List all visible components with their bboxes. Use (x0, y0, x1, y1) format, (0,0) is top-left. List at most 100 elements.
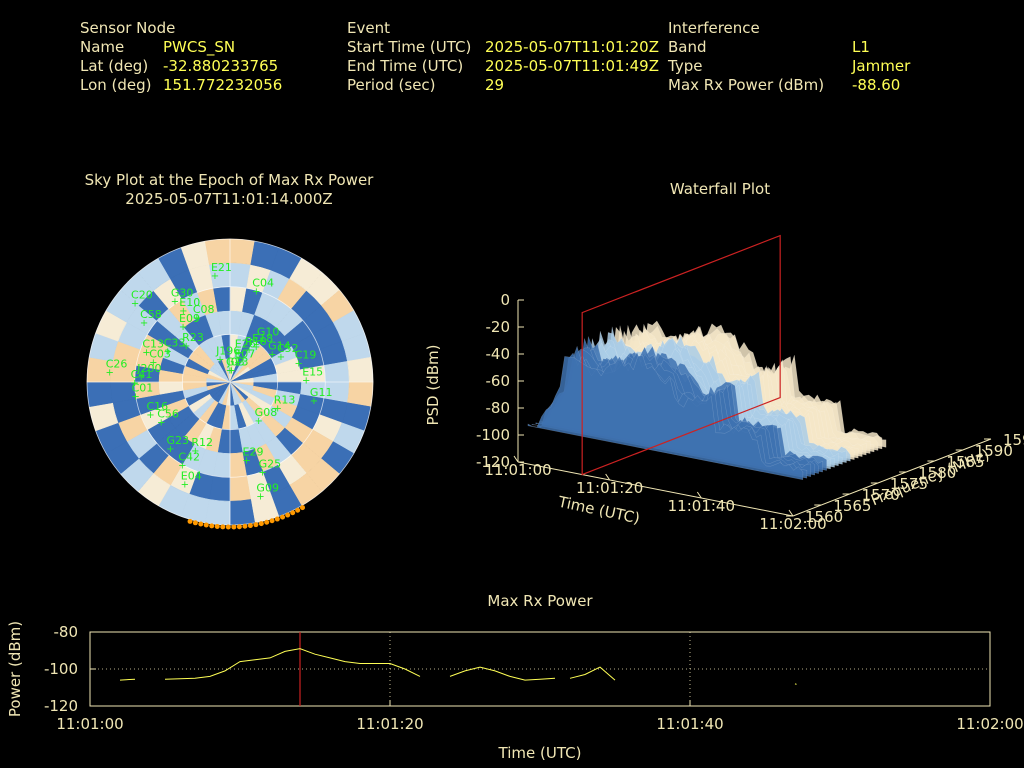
time-tick-label: 11:01:40 (668, 497, 735, 515)
frequency-axis (792, 438, 992, 517)
sky-edge-point (274, 516, 280, 522)
time-tick-label: 11:01:20 (576, 479, 643, 497)
frequency-tick-label: 1585 (946, 453, 984, 471)
x-tick-label: 11:01:20 (356, 715, 423, 733)
sky-edge-point (253, 522, 259, 528)
sky-edge-point (269, 518, 275, 524)
satellite-marker: + (171, 296, 179, 307)
period-value: 29 (485, 76, 505, 94)
satellite-marker: + (302, 375, 310, 386)
satellite-marker: + (252, 286, 260, 297)
period-label: Period (sec) (347, 76, 436, 94)
sky-edge-point (258, 521, 264, 527)
max-rx-power-line (164, 648, 421, 680)
satellite-label: R13 (274, 393, 296, 406)
sky-edge-point (236, 524, 242, 530)
satellite-label: C20 (131, 288, 153, 301)
sensor-node-heading: Sensor Node (80, 19, 176, 37)
y-tick-label: -100 (44, 660, 78, 678)
y-tick-label: -120 (44, 697, 78, 715)
time-tick (696, 491, 702, 499)
satellite-marker: + (179, 322, 187, 333)
satellite-label: C56 (157, 408, 179, 421)
satellite-label: J03 (227, 355, 245, 368)
start-time-label: Start Time (UTC) (347, 38, 472, 56)
satellite-label: E18 (252, 332, 273, 345)
sky-edge-point (187, 518, 193, 524)
sky-edge-point (198, 521, 204, 527)
satellite-marker: + (258, 468, 266, 479)
psd-tick-label: 0 (500, 291, 510, 309)
sky-edge-point (247, 523, 253, 529)
satellite-label: E09 (179, 312, 200, 325)
waterfall-epoch-marker (581, 234, 781, 476)
frequency-tick-label: 1580 (918, 464, 956, 482)
time-tick-label: 11:01:00 (484, 461, 551, 479)
sky-edge-point (295, 507, 301, 513)
psd-tick-label: -20 (486, 318, 511, 336)
satellite-marker: + (234, 357, 242, 368)
satellite-label: C42 (178, 451, 200, 464)
satellite-label: G11 (310, 386, 333, 399)
satellite-marker: + (310, 396, 318, 407)
psd-tick-label: -80 (486, 399, 511, 417)
satellite-label: G23 (166, 434, 189, 447)
satellite-label: G10 (257, 326, 280, 339)
satellite-label: E29 (243, 446, 264, 459)
satellite-label: C16 (146, 400, 168, 413)
satellite-label: C04 (252, 276, 274, 289)
satellite-marker: + (131, 298, 139, 309)
satellite-label: R10 (245, 335, 267, 348)
satellite-marker: + (181, 480, 189, 491)
satellite-marker: + (106, 367, 114, 378)
satellite-marker: + (226, 365, 234, 376)
satellite-label: E15 (302, 365, 323, 378)
max-rx-power-line (449, 666, 556, 681)
psd-tick-label: -100 (476, 426, 510, 444)
y-axis-title: Power (dBm) (6, 621, 24, 717)
satellite-marker: + (142, 348, 150, 359)
x-axis-title: Time (UTC) (498, 744, 582, 762)
time-tick (788, 509, 794, 517)
time-tick (513, 455, 519, 463)
satellite-label: J196 (215, 345, 240, 358)
waterfall-ridge (527, 355, 804, 481)
frequency-tick-label: 1595 (1003, 431, 1024, 449)
name-label: Name (80, 38, 125, 56)
satellite-label: C52 (277, 342, 299, 355)
sky-plot-subtitle: 2025-05-07T11:01:14.000Z (125, 190, 333, 208)
psd-tick-label: -120 (476, 453, 510, 471)
satellite-marker: + (245, 345, 253, 356)
satellite-label: C26 (106, 357, 128, 370)
x-tick-label: 11:02:00 (956, 715, 1023, 733)
satellite-marker: + (130, 378, 138, 389)
band-value: L1 (852, 38, 870, 56)
type-label: Type (668, 57, 703, 75)
satellite-label: G14 (268, 340, 291, 353)
satellite-marker: + (149, 357, 157, 368)
max-rx-power-line (794, 683, 797, 685)
satellite-label: J200 (136, 362, 161, 375)
max-rx-power-value: -88.60 (852, 76, 901, 94)
lon-label: Lon (deg) (80, 76, 152, 94)
max-rx-power-line (119, 678, 136, 681)
satellite-label: R12 (191, 436, 213, 449)
satellite-marker: + (179, 306, 187, 317)
band-label: Band (668, 38, 707, 56)
satellite-label: G13 (226, 355, 249, 368)
satellite-marker: + (274, 403, 282, 414)
sky-edge-point (231, 524, 237, 530)
satellite-label: E26 (235, 337, 256, 350)
satellite-marker: + (252, 342, 260, 353)
satellite-marker: + (295, 358, 303, 369)
satellite-label: G08 (255, 406, 278, 419)
satellite-marker: + (227, 365, 235, 376)
sky-edge-point (225, 524, 231, 530)
event-heading: Event (347, 19, 390, 37)
max-rx-power-title: Max Rx Power (487, 592, 593, 610)
sky-edge-point (220, 524, 226, 530)
satellite-marker: + (131, 391, 139, 402)
sky-edge-point (264, 519, 270, 525)
